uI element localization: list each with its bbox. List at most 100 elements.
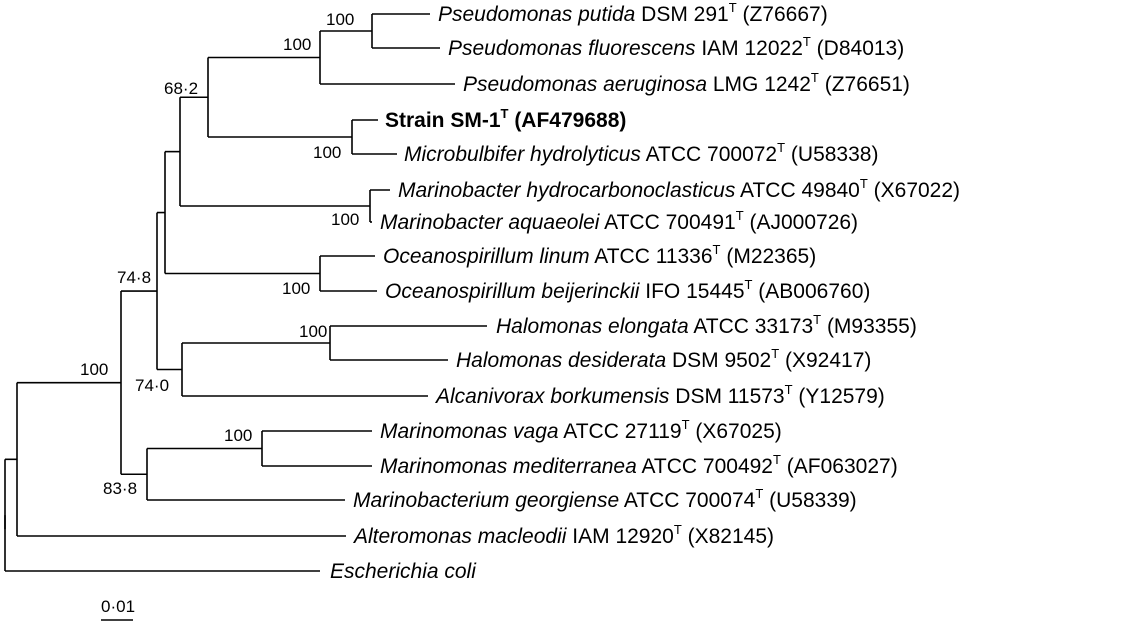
bootstrap-value: 100 xyxy=(80,360,108,379)
taxon-species: Marinobacterium georgiense xyxy=(353,489,619,512)
taxon-label: Microbulbifer hydrolyticus ATCC 700072T … xyxy=(404,140,878,166)
taxon-species: Oceanospirillum beijerinckii xyxy=(385,280,641,303)
taxon-label: Marinomonas vaga ATCC 27119T (X67025) xyxy=(380,417,782,443)
accession-number: (AF063027) xyxy=(781,455,898,478)
taxon-label: Strain SM-1T (AF479688) xyxy=(385,106,626,132)
bootstrap-value: 74·0 xyxy=(135,376,169,395)
type-strain-superscript: T xyxy=(682,417,690,432)
bootstrap-value: 83·8 xyxy=(103,479,137,498)
type-strain-superscript: T xyxy=(501,106,509,121)
bootstrap-value: 100 xyxy=(224,426,252,445)
taxon-strain: Strain SM-1 xyxy=(385,109,501,132)
taxon-species: Marinomonas mediterranea xyxy=(380,455,637,478)
type-strain-superscript: T xyxy=(755,486,763,501)
taxon-species: Halomonas desiderata xyxy=(456,349,666,372)
accession-number: (X67025) xyxy=(690,420,782,443)
taxon-strain: LMG 1242 xyxy=(707,73,811,96)
taxon-strain: DSM 291 xyxy=(635,3,728,26)
type-strain-superscript: T xyxy=(785,382,793,397)
taxon-species: Alcanivorax borkumensis xyxy=(434,385,670,408)
taxon-label: Pseudomonas putida DSM 291T (Z76667) xyxy=(438,0,828,26)
taxon-strain: DSM 9502 xyxy=(666,349,771,372)
taxon-label: Halomonas elongata ATCC 33173T (M93355) xyxy=(496,312,917,338)
taxon-label: Halomonas desiderata DSM 9502T (X92417) xyxy=(456,346,871,372)
accession-number: (M93355) xyxy=(821,315,917,338)
accession-number: (Z76651) xyxy=(819,73,910,96)
taxon-label: Oceanospirillum linum ATCC 11336T (M2236… xyxy=(383,242,816,268)
taxon-label: Pseudomonas fluorescens IAM 12022T (D840… xyxy=(448,34,904,60)
tree-branches xyxy=(4,13,487,572)
accession-number: (X67022) xyxy=(868,179,960,202)
taxon-species: Pseudomonas fluorescens xyxy=(448,37,696,60)
taxon-label: Oceanospirillum beijerinckii IFO 15445T … xyxy=(385,277,870,303)
accession-number: (AJ000726) xyxy=(744,211,858,234)
taxon-species: Marinobacter aquaeolei xyxy=(380,211,601,234)
bootstrap-value: 100 xyxy=(283,35,311,54)
accession-number: (Y12579) xyxy=(793,385,885,408)
type-strain-superscript: T xyxy=(736,208,744,223)
taxon-strain: IFO 15445 xyxy=(639,280,744,303)
taxon-strain: ATCC 700072 xyxy=(641,143,777,166)
accession-number: (AB006760) xyxy=(752,280,870,303)
taxon-strain: ATCC 33173 xyxy=(689,315,814,338)
taxon-species: Halomonas elongata xyxy=(496,315,689,338)
type-strain-superscript: T xyxy=(803,34,811,49)
taxon-strain: ATCC 700074 xyxy=(619,489,756,512)
taxon-strain: ATCC 700491 xyxy=(599,211,735,234)
taxon-strain: IAM 12022 xyxy=(695,37,802,60)
taxon-strain: ATCC 11336 xyxy=(590,245,713,268)
accession-number: (U58338) xyxy=(785,143,878,166)
bootstrap-values: 100 100 68·2 100 100 100 74·8 100 74·0 100 100 83·8 xyxy=(80,10,359,498)
taxon-species: Alteromonas macleodii xyxy=(352,525,568,548)
type-strain-superscript: T xyxy=(713,242,721,257)
accession-number: (AF479688) xyxy=(508,109,626,132)
type-strain-superscript: T xyxy=(860,176,868,191)
taxon-label: Escherichia coli xyxy=(330,560,477,583)
accession-number: (X92417) xyxy=(779,349,871,372)
taxon-label: Marinobacterium georgiense ATCC 700074T … xyxy=(353,486,857,512)
taxon-label: Marinobacter hydrocarbonoclasticus ATCC … xyxy=(398,176,960,202)
bootstrap-value: 100 xyxy=(313,143,341,162)
bootstrap-value: 100 xyxy=(299,322,327,341)
type-strain-superscript: T xyxy=(674,522,682,537)
taxon-label: Pseudomonas aeruginosa LMG 1242T (Z76651… xyxy=(463,70,910,96)
type-strain-superscript: T xyxy=(729,0,737,15)
type-strain-superscript: T xyxy=(745,277,753,292)
taxon-label: Alcanivorax borkumensis DSM 11573T (Y125… xyxy=(434,382,885,408)
bootstrap-value: 100 xyxy=(331,210,359,229)
type-strain-superscript: T xyxy=(813,312,821,327)
taxon-species: Escherichia coli xyxy=(330,560,477,583)
bootstrap-value: 68·2 xyxy=(164,79,198,98)
taxon-species: Microbulbifer hydrolyticus xyxy=(404,143,641,166)
scale-bar: 0·01 xyxy=(101,597,135,621)
type-strain-superscript: T xyxy=(777,140,785,155)
taxon-species: Marinomonas vaga xyxy=(380,420,559,443)
taxon-label: Marinomonas mediterranea ATCC 700492T (A… xyxy=(380,452,898,478)
accession-number: (D84013) xyxy=(811,37,904,60)
bootstrap-value: 100 xyxy=(282,279,310,298)
accession-number: (U58339) xyxy=(763,489,856,512)
type-strain-superscript: T xyxy=(811,70,819,85)
taxon-strain: DSM 11573 xyxy=(669,385,784,408)
taxon-species: Oceanospirillum linum xyxy=(383,245,590,268)
taxon-strain: ATCC 49840 xyxy=(735,179,860,202)
taxon-labels: Pseudomonas putida DSM 291T (Z76667)Pseu… xyxy=(330,0,960,583)
taxon-strain: IAM 12920 xyxy=(566,525,673,548)
accession-number: (X82145) xyxy=(682,525,774,548)
accession-number: (M22365) xyxy=(721,245,817,268)
bootstrap-value: 74·8 xyxy=(117,268,151,287)
scale-bar-label: 0·01 xyxy=(101,597,135,616)
taxon-species: Pseudomonas putida xyxy=(438,3,635,26)
taxon-strain: ATCC 700492 xyxy=(637,455,773,478)
taxon-species: Pseudomonas aeruginosa xyxy=(463,73,707,96)
type-strain-superscript: T xyxy=(771,346,779,361)
taxon-label: Alteromonas macleodii IAM 12920T (X82145… xyxy=(352,522,774,548)
type-strain-superscript: T xyxy=(773,452,781,467)
accession-number: (Z76667) xyxy=(737,3,828,26)
taxon-strain: ATCC 27119 xyxy=(559,420,682,443)
bootstrap-value: 100 xyxy=(326,10,354,29)
taxon-label: Marinobacter aquaeolei ATCC 700491T (AJ0… xyxy=(380,208,858,234)
taxon-species: Marinobacter hydrocarbonoclasticus xyxy=(398,179,736,202)
